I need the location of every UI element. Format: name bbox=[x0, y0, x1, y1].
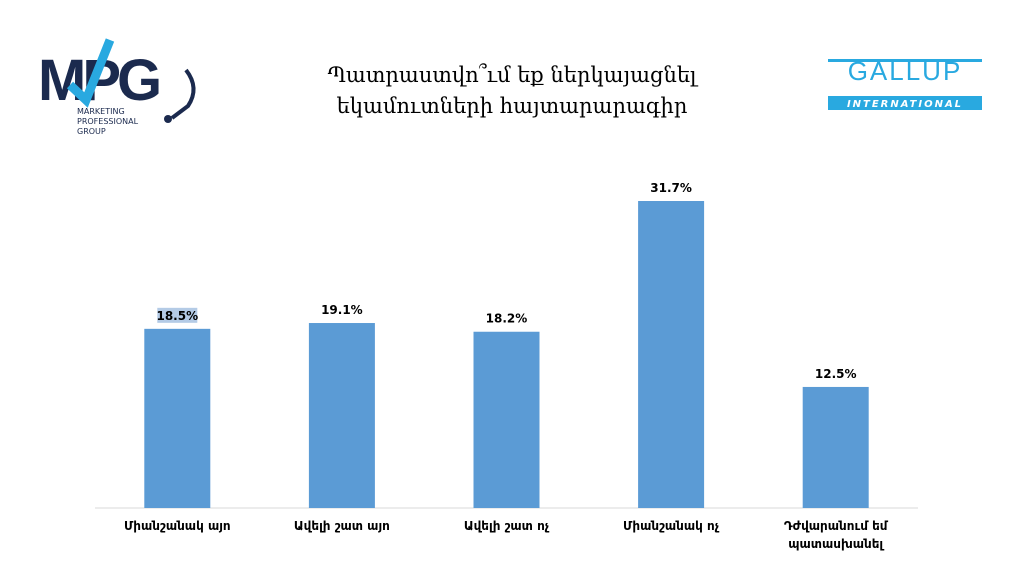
gallup-rule bbox=[828, 59, 982, 62]
mpg-mic bbox=[164, 115, 172, 123]
mpg-check bbox=[66, 38, 115, 108]
x-tick-label: Ավելի շատ այո bbox=[293, 519, 390, 533]
bar bbox=[144, 328, 211, 508]
bar bbox=[802, 386, 869, 508]
chart-title: Պատրաստվո՞ւմ եք ներկայացնել bbox=[328, 63, 699, 87]
chart-title: եկամուտների հայտարարագիր bbox=[337, 94, 688, 118]
gallup-band bbox=[828, 96, 982, 110]
value-label: 18.2% bbox=[486, 312, 528, 326]
mpg-tagline: PROFESSIONAL bbox=[77, 117, 139, 126]
gallup-logo: GALLUP INTERNATIONAL bbox=[828, 56, 982, 110]
mpg-tagline: GROUP bbox=[77, 127, 106, 136]
gallup-sub: INTERNATIONAL bbox=[847, 99, 963, 110]
x-tick-label: Ավելի շատ ոչ bbox=[463, 519, 550, 533]
value-label: 18.5% bbox=[156, 309, 198, 323]
value-label: 12.5% bbox=[815, 367, 857, 381]
label-highlight bbox=[157, 307, 198, 323]
value-label: 31.7% bbox=[650, 181, 692, 195]
mpg-tagline: MARKETING bbox=[77, 107, 125, 116]
bar bbox=[638, 201, 705, 508]
value-label: 19.1% bbox=[321, 303, 363, 317]
x-tick-label: Միանշանակ ոչ bbox=[623, 519, 720, 533]
bar bbox=[308, 323, 375, 508]
gallup-name: GALLUP bbox=[848, 56, 963, 86]
mpg-logo: MPG MARKETING PROFESSIONAL GROUP bbox=[38, 38, 196, 136]
x-tick-label: Միանշանակ այո bbox=[123, 519, 231, 533]
mpg-headset bbox=[170, 68, 196, 120]
bar bbox=[473, 331, 540, 508]
x-tick-label: Դժվարանում եմ պատասխանել bbox=[783, 519, 888, 551]
